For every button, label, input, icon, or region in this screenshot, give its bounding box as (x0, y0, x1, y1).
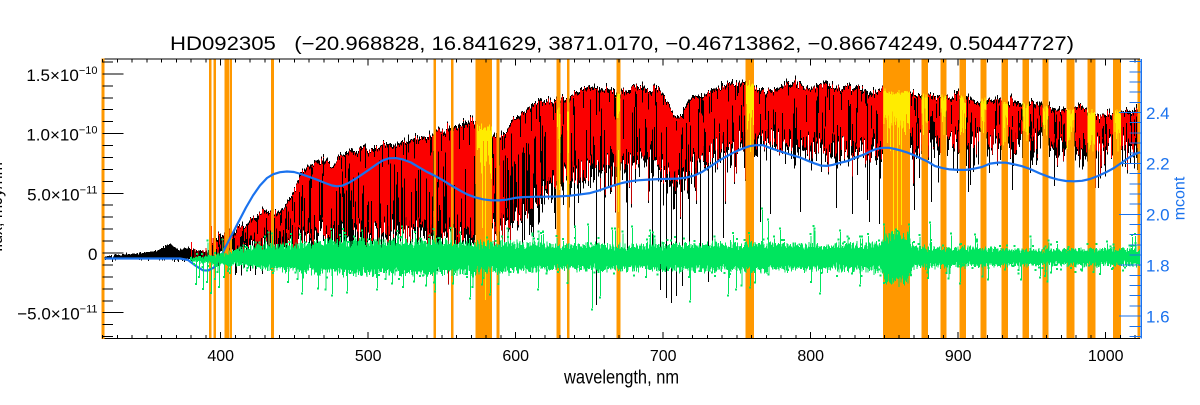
svg-text:1.5×10−10: 1.5×10−10 (26, 65, 97, 85)
svg-text:2.0: 2.0 (1146, 206, 1170, 225)
svg-text:wavelength, nm: wavelength, nm (563, 368, 679, 389)
svg-text:2.2: 2.2 (1146, 155, 1170, 174)
svg-text:900: 900 (945, 348, 972, 365)
svg-text:flux, mJy/nm: flux, mJy/nm (0, 162, 6, 252)
svg-text:HD092305 (−20.968828, 16.841: HD092305 (−20.968828, 16.841629, 3871.01… (170, 34, 1074, 55)
svg-text:700: 700 (650, 348, 677, 365)
svg-text:1.6: 1.6 (1146, 307, 1170, 326)
svg-text:1.8: 1.8 (1146, 257, 1170, 276)
svg-text:5.0×10−11: 5.0×10−11 (27, 184, 97, 204)
svg-text:400: 400 (207, 348, 234, 365)
svg-text:1.0×10−10: 1.0×10−10 (26, 125, 97, 145)
svg-text:−5.0×10−11: −5.0×10−11 (17, 304, 97, 324)
svg-text:600: 600 (502, 348, 529, 365)
svg-text:800: 800 (797, 348, 824, 365)
svg-text:2.4: 2.4 (1146, 104, 1170, 123)
svg-text:1000: 1000 (1088, 348, 1124, 365)
svg-text:mcont: mcont (1172, 176, 1189, 220)
svg-text:0: 0 (88, 245, 97, 264)
svg-text:500: 500 (355, 348, 382, 365)
